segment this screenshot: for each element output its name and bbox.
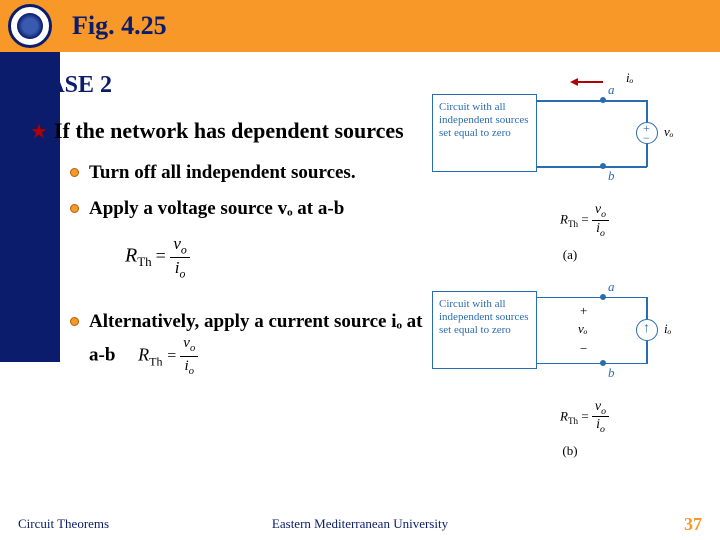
sub-bullet-3: Alternatively, apply a current source iₒ… — [70, 310, 430, 379]
io-label: iₒ — [626, 70, 633, 86]
sub-bullet-2-text: Apply a voltage source vₒ at a-b — [89, 197, 344, 222]
dot-bullet-icon — [70, 204, 79, 213]
wire — [646, 144, 648, 167]
circuit-a-box: Circuit with all independent sources set… — [432, 94, 537, 172]
vo-label: vₒ — [664, 124, 673, 140]
star-bullet-icon: ★ — [30, 119, 48, 144]
sub-bullet-3-text: Alternatively, apply a current source iₒ… — [89, 310, 430, 379]
figure-425: Circuit with all independent sources set… — [430, 76, 710, 459]
footer-left: Circuit Theorems — [18, 516, 109, 532]
header-bar: Fig. 4.25 — [0, 0, 720, 52]
formula-rth-2: RTh = vo io — [138, 334, 198, 378]
node-b — [600, 163, 606, 169]
circuit-b-box: Circuit with all independent sources set… — [432, 291, 537, 369]
node-a — [600, 294, 606, 300]
wire — [537, 297, 647, 299]
figure-b-formula: RTh = voio — [560, 399, 710, 436]
arrow-icon — [570, 78, 578, 86]
dot-bullet-icon — [70, 168, 79, 177]
circuit-b: Circuit with all independent sources set… — [430, 273, 700, 393]
node-a — [600, 97, 606, 103]
arrow-line — [578, 81, 603, 83]
plus-label: + — [580, 303, 587, 319]
voltage-source-icon — [636, 122, 658, 144]
sub-bullet-2: Apply a voltage source vₒ at a-b — [70, 197, 430, 222]
wire — [537, 100, 647, 102]
io-label-b: iₒ — [664, 321, 671, 337]
main-content: CASE 2 ★ If the network has dependent so… — [30, 62, 430, 391]
terminal-a-label: a — [608, 82, 615, 98]
current-source-icon — [636, 319, 658, 341]
university-logo — [8, 4, 52, 48]
circuit-a: Circuit with all independent sources set… — [430, 76, 700, 196]
figure-a-caption: (a) — [430, 247, 710, 263]
minus-label: − — [580, 341, 587, 357]
wire — [646, 297, 648, 319]
sub-bullet-1-text: Turn off all independent sources. — [89, 161, 356, 186]
logo-inner — [17, 13, 43, 39]
wire — [646, 341, 648, 364]
case-heading: CASE 2 — [30, 72, 430, 99]
figure-a-formula: RTh = voio — [560, 202, 710, 239]
wire — [646, 100, 648, 122]
wire — [537, 166, 647, 168]
sub-bullet-1: Turn off all independent sources. — [70, 161, 430, 186]
vo-label-b: vₒ — [578, 321, 587, 337]
terminal-b-label: b — [608, 365, 615, 381]
main-bullet: ★ If the network has dependent sources — [30, 117, 430, 145]
formula-rth-1: RTh = vo io — [125, 234, 430, 282]
dot-bullet-icon — [70, 317, 79, 326]
wire — [537, 363, 647, 365]
main-bullet-text: If the network has dependent sources — [54, 117, 404, 145]
page-number: 37 — [684, 514, 702, 535]
terminal-a-label: a — [608, 279, 615, 295]
footer: Circuit Theorems Eastern Mediterranean U… — [0, 516, 720, 532]
figure-b-caption: (b) — [430, 443, 710, 459]
slide-title: Fig. 4.25 — [72, 11, 167, 41]
node-b — [600, 360, 606, 366]
terminal-b-label: b — [608, 168, 615, 184]
